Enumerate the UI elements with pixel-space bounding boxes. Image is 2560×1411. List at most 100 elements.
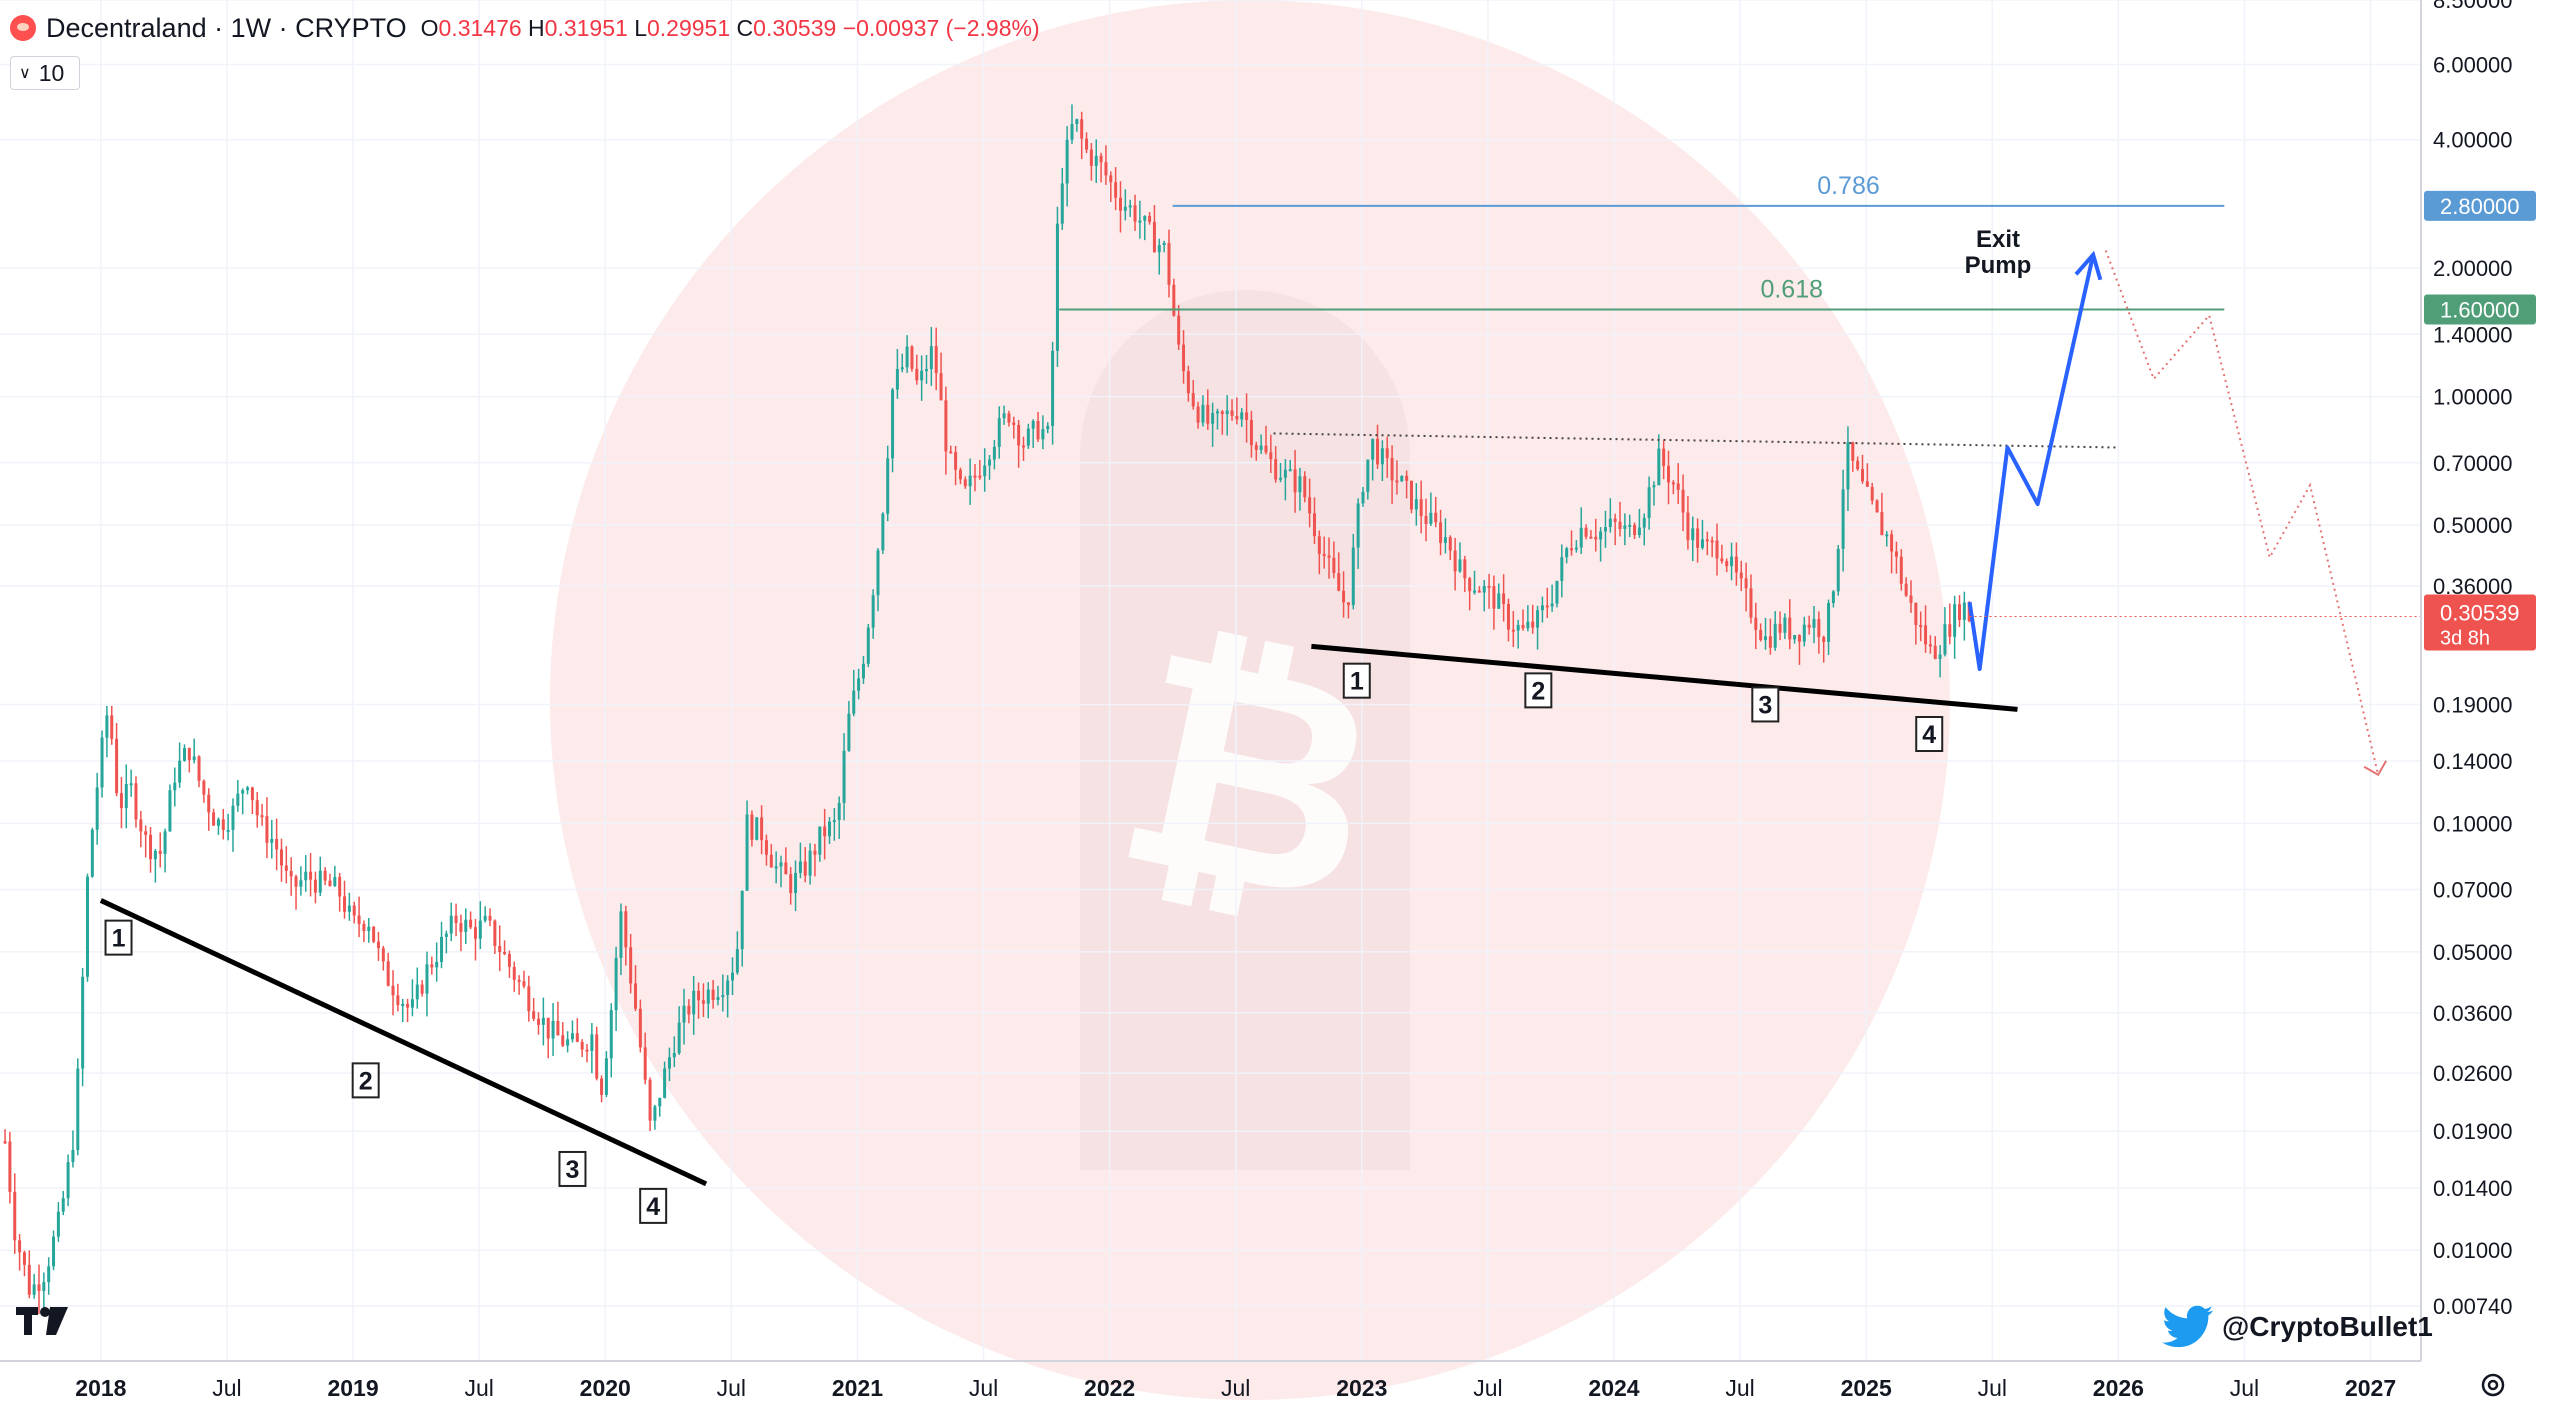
candle-up[interactable] (731, 957, 735, 996)
candle-up[interactable] (415, 967, 419, 1009)
candle-up[interactable] (1288, 459, 1292, 472)
candle-down[interactable] (1322, 536, 1326, 569)
candle-up[interactable] (779, 855, 783, 888)
candle-up[interactable] (1536, 605, 1540, 650)
candle-up[interactable] (347, 892, 351, 921)
candle-up[interactable] (236, 779, 240, 812)
candle-up[interactable] (1579, 507, 1583, 555)
candle-up[interactable] (827, 817, 832, 845)
candle-down[interactable] (158, 832, 162, 868)
candle-down[interactable] (1570, 530, 1574, 556)
candle-down[interactable] (381, 945, 385, 971)
candle-up[interactable] (905, 335, 909, 373)
candle-down[interactable] (391, 970, 395, 1016)
candle-up[interactable] (1700, 519, 1704, 550)
candle-up[interactable] (1026, 423, 1030, 449)
candle-down[interactable] (1890, 530, 1894, 574)
candle-down[interactable] (1109, 171, 1113, 202)
candle-down[interactable] (701, 983, 705, 1017)
candle-down[interactable] (338, 872, 342, 912)
candle-down[interactable] (488, 908, 492, 927)
candle-down[interactable] (1196, 401, 1200, 429)
candle-down[interactable] (420, 979, 424, 997)
candle-up[interactable] (1162, 240, 1166, 253)
candle-down[interactable] (289, 857, 293, 896)
candle-down[interactable] (973, 464, 977, 492)
candle-up[interactable] (1240, 408, 1244, 427)
candle-up[interactable] (1356, 498, 1360, 569)
candle-down[interactable] (149, 827, 153, 873)
candle-down[interactable] (357, 896, 361, 938)
candle-up[interactable] (1065, 126, 1069, 207)
candle-up[interactable] (333, 865, 337, 887)
candle-up[interactable] (1002, 405, 1006, 425)
candle-up[interactable] (1764, 617, 1768, 650)
candle-up[interactable] (857, 668, 861, 700)
candle-down[interactable] (1817, 611, 1821, 654)
candle-down[interactable] (939, 352, 943, 401)
candle-up[interactable] (619, 903, 623, 976)
candle-down[interactable] (1342, 571, 1346, 618)
candle-down[interactable] (1856, 456, 1860, 471)
candle-down[interactable] (1099, 152, 1103, 183)
candle-up[interactable] (604, 1051, 608, 1098)
candle-up[interactable] (929, 327, 933, 386)
candle-down[interactable] (1177, 304, 1181, 350)
candle-down[interactable] (1269, 434, 1273, 474)
candle-down[interactable] (1337, 552, 1341, 592)
candle-down[interactable] (575, 1018, 579, 1043)
candle-up[interactable] (988, 455, 992, 480)
candle-up[interactable] (735, 931, 739, 975)
candle-down[interactable] (1080, 111, 1084, 159)
candle-down[interactable] (1419, 480, 1423, 534)
candle-up[interactable] (173, 767, 177, 807)
candle-down[interactable] (115, 723, 119, 797)
candle-up[interactable] (866, 623, 870, 668)
candle-down[interactable] (1919, 611, 1923, 642)
candle-down[interactable] (1332, 541, 1336, 579)
candle-down[interactable] (1007, 410, 1011, 427)
candle-up[interactable] (1361, 486, 1365, 507)
candle-down[interactable] (600, 1075, 604, 1103)
candle-up[interactable] (1565, 546, 1569, 564)
candle-up[interactable] (682, 988, 686, 1045)
candle-down[interactable] (1036, 411, 1040, 442)
candle-down[interactable] (1957, 595, 1962, 627)
candle-down[interactable] (1589, 529, 1593, 539)
candle-down[interactable] (1851, 441, 1855, 472)
candle-up[interactable] (1443, 518, 1447, 554)
candle-up[interactable] (842, 733, 846, 821)
candle-down[interactable] (8, 1131, 12, 1204)
candle-up[interactable] (1885, 531, 1889, 547)
candle-up[interactable] (614, 946, 618, 1032)
candle-down[interactable] (750, 810, 754, 847)
candle-up[interactable] (924, 354, 929, 384)
indicator-toggle[interactable]: ∨ 10 (10, 56, 80, 90)
candle-up[interactable] (66, 1154, 70, 1207)
candle-up[interactable] (246, 785, 250, 795)
candle-up[interactable] (1298, 467, 1302, 511)
candle-up[interactable] (1482, 579, 1486, 612)
candle-up[interactable] (983, 448, 987, 492)
candle-up[interactable] (1773, 611, 1777, 651)
candle-up[interactable] (444, 930, 448, 954)
candle-down[interactable] (507, 950, 511, 978)
candle-up[interactable] (304, 855, 308, 892)
candle-up[interactable] (1730, 542, 1734, 581)
candle-up[interactable] (1225, 395, 1229, 436)
candle-down[interactable] (1206, 389, 1210, 430)
candle-down[interactable] (372, 926, 376, 944)
candle-down[interactable] (1487, 573, 1491, 609)
candle-up[interactable] (740, 890, 744, 967)
candle-up[interactable] (1075, 118, 1079, 132)
candle-down[interactable] (823, 808, 827, 860)
candle-up[interactable] (1041, 415, 1045, 450)
candle-down[interactable] (1860, 454, 1865, 484)
candle-down[interactable] (803, 847, 807, 883)
candle-up[interactable] (241, 788, 245, 815)
symbol-title[interactable]: Decentraland · 1W · CRYPTO (46, 12, 407, 43)
candle-up[interactable] (1046, 422, 1050, 434)
candle-down[interactable] (1928, 635, 1932, 654)
candle-up[interactable] (1157, 238, 1161, 275)
